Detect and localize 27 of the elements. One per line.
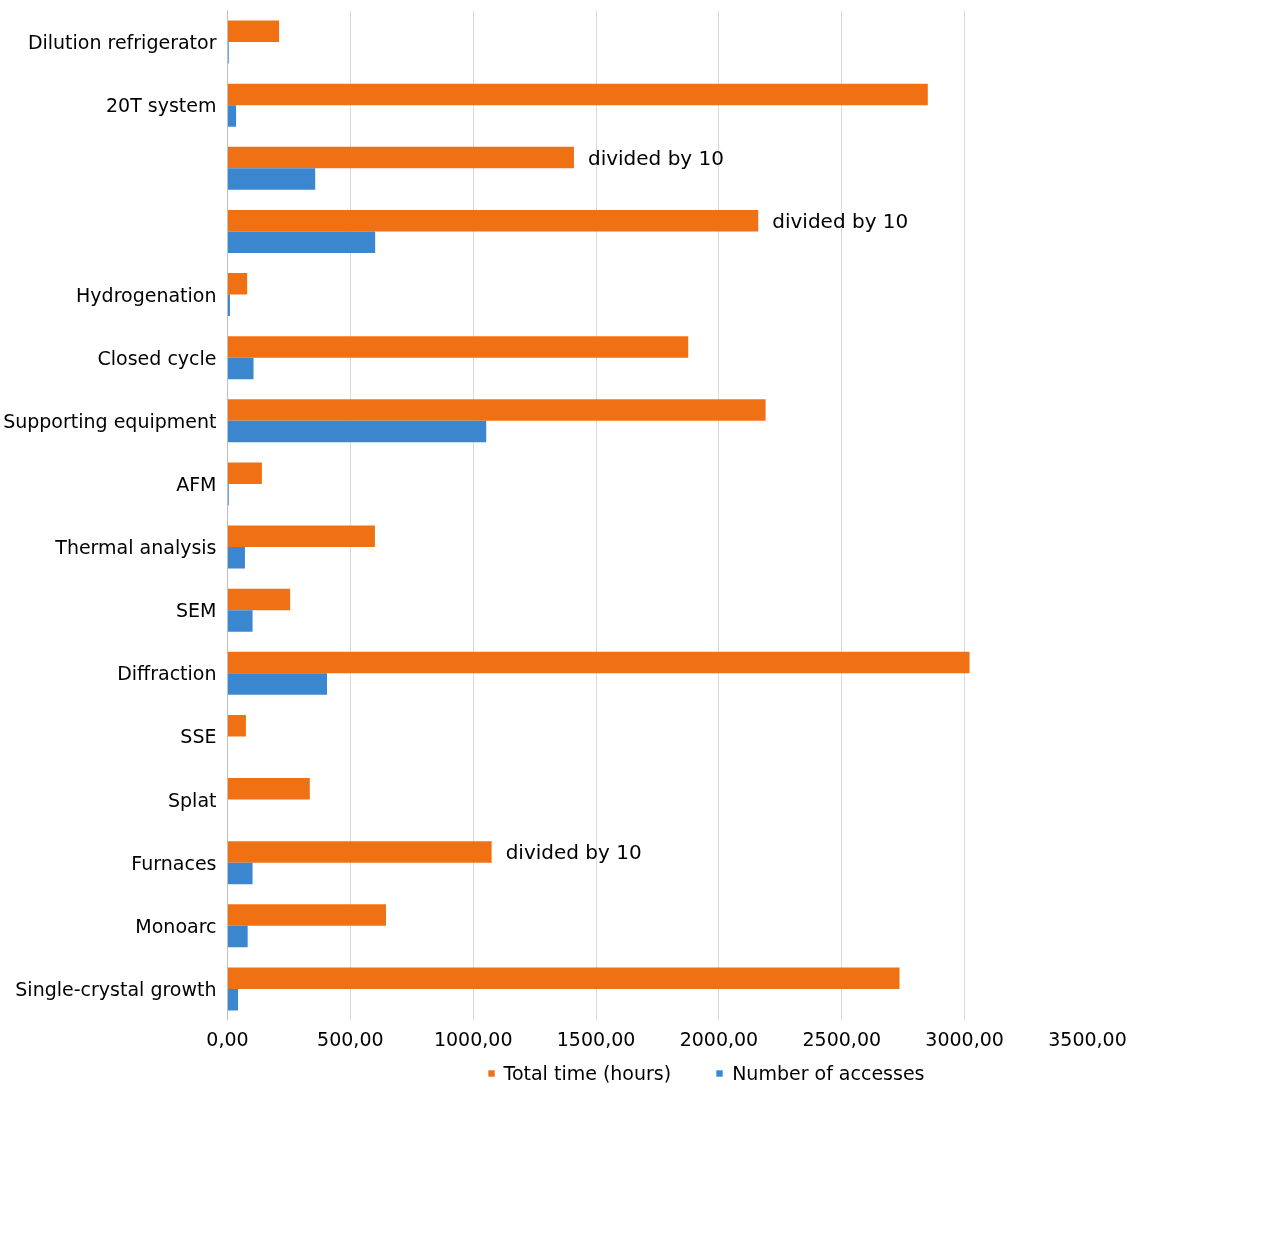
x-tick-label: 1000,00 [433,1027,513,1050]
y-tick-label: SEM [176,599,217,622]
y-tick-label: Dilution refrigerator [27,31,217,54]
y-tick-label: 20T system [105,94,217,117]
x-tick-label: 1500,00 [556,1027,636,1050]
x-tick-label: 3500,00 [1048,1027,1127,1050]
x-tick-label: 3000,00 [925,1027,1004,1050]
y-tick-label: Closed cycle [97,346,217,369]
legend-label: Total time (hours) [503,1062,672,1084]
x-tick-label: 500,00 [317,1027,384,1050]
annotation: divided by 10 [587,145,724,170]
y-tick-label: Single-crystal growth [15,977,217,1000]
y-tick-label: Splat [168,788,217,811]
y-tick-label: Diffraction [117,662,217,685]
y-tick-label: AFM [176,472,217,495]
annotation: divided by 10 [505,839,642,864]
y-tick-label: Monoarc [135,914,217,937]
x-tick-label: 2500,00 [802,1027,882,1050]
x-tick-label: 0,00 [206,1027,249,1050]
legend-label: Number of accesses [732,1062,925,1084]
y-tick-label: Hydrogenation [76,283,217,306]
y-tick-label: SSE [180,725,217,748]
x-tick-label: 2000,00 [679,1027,759,1050]
y-tick-label: Furnaces [131,851,217,874]
annotation: divided by 10 [772,208,909,233]
y-tick-label: Thermal analysis [54,536,217,559]
y-tick-label: Supporting equipment [3,409,217,432]
